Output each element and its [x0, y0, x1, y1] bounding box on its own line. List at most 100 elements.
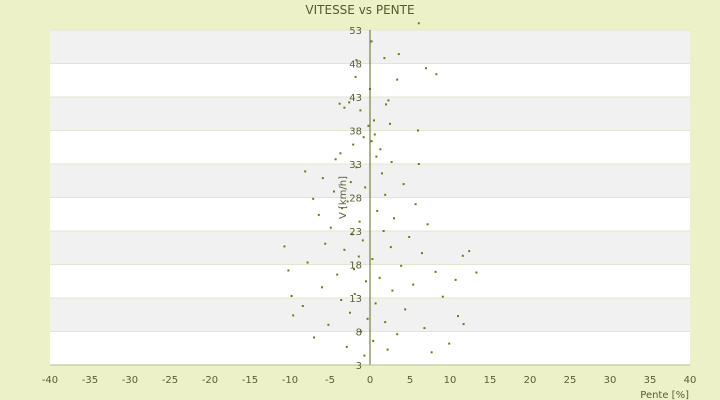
scatter-point [434, 270, 437, 273]
scatter-point [317, 213, 320, 216]
x-tick-label: -35 [82, 375, 98, 386]
scatter-point [441, 295, 444, 298]
scatter-point [414, 203, 417, 206]
scatter-point [412, 283, 415, 286]
scatter-point [353, 268, 355, 271]
x-tick-label: 20 [524, 375, 537, 386]
scatter-point [292, 314, 295, 317]
scatter-point [339, 152, 342, 155]
scatter-point [321, 286, 323, 289]
scatter-point [435, 73, 438, 76]
scatter-point [468, 250, 471, 253]
scatter-points [283, 22, 478, 357]
scatter-point [345, 345, 348, 348]
scatter-point [391, 289, 394, 292]
scatter-point [426, 223, 429, 226]
x-tick-label: 30 [604, 375, 617, 386]
scatter-point [338, 102, 341, 105]
scatter-point [306, 261, 309, 264]
scatter-point [354, 75, 357, 78]
x-tick-label: 15 [484, 375, 497, 386]
scatter-point [397, 53, 400, 56]
scatter-point [387, 99, 390, 102]
x-tick-label: -40 [42, 375, 58, 386]
y-tick-label: 33 [349, 160, 362, 171]
y-tick-label: 53 [349, 26, 362, 37]
scatter-point [351, 233, 354, 236]
x-tick-label: -15 [242, 375, 258, 386]
scatter-point [462, 323, 465, 326]
scatter-point [448, 342, 451, 345]
scatter-point [360, 330, 363, 333]
y-tick-label: 13 [349, 294, 362, 305]
scatter-point [393, 217, 395, 220]
scatter-point [290, 295, 293, 297]
scatter-point [417, 129, 419, 132]
x-tick-label: -10 [282, 375, 298, 386]
scatter-point [379, 148, 382, 151]
y-tick-label: 43 [349, 93, 362, 104]
scatter-point [461, 254, 464, 257]
scatter-point [353, 293, 356, 295]
scatter-point [364, 186, 367, 189]
scatter-point [313, 336, 315, 339]
scatter-point [383, 57, 386, 60]
x-tick-label: -30 [122, 375, 138, 386]
scatter-point [340, 299, 343, 301]
scatter-point [287, 269, 290, 272]
x-tick-label: -5 [325, 375, 335, 386]
scatter-point [321, 177, 324, 180]
scatter-point [457, 315, 459, 318]
x-tick-label: 25 [564, 375, 577, 386]
scatter-point [304, 170, 307, 173]
scatter-point [404, 308, 407, 311]
scatter-point [357, 255, 360, 258]
scatter-point [373, 119, 375, 122]
x-axis-label: Pente [%] [640, 390, 689, 400]
scatter-point [336, 273, 339, 276]
scatter-point [390, 161, 393, 163]
scatter-point [327, 323, 330, 326]
scatter-point [283, 245, 286, 248]
scatter-point [396, 78, 399, 81]
scatter-point [372, 339, 375, 342]
scatter-point [396, 333, 399, 336]
scatter-point [423, 327, 426, 330]
scatter-point [389, 122, 391, 125]
scatter-point [373, 133, 376, 136]
scatter-point [363, 354, 366, 357]
scatter-point [365, 280, 367, 283]
scatter-point [421, 252, 423, 255]
scatter-point [381, 172, 383, 175]
scatter-point [475, 271, 478, 274]
scatter-point [370, 40, 373, 43]
scatter-point [385, 103, 387, 106]
scatter-point [362, 136, 365, 139]
scatter-point [417, 163, 420, 165]
y-tick-label: 18 [349, 261, 362, 272]
x-tick-label: 5 [407, 375, 413, 386]
scatter-point [430, 351, 433, 354]
scatter-point [384, 321, 387, 324]
scatter-point [324, 242, 327, 245]
scatter-point [371, 258, 374, 261]
scatter-point [408, 236, 411, 238]
scatter-point [352, 143, 355, 146]
scatter-point [384, 193, 387, 196]
scatter-point [367, 124, 370, 127]
x-tick-label: 0 [367, 375, 373, 386]
x-tick-label: 40 [684, 375, 697, 386]
scatter-point [375, 155, 378, 158]
scatter-point [370, 140, 373, 143]
scatter-point [348, 101, 351, 104]
scatter-point [355, 166, 358, 169]
scatter-point [343, 248, 346, 251]
chart-title: VITESSE vs PENTE [305, 3, 414, 17]
scatter-point [366, 317, 369, 320]
scatter-point [349, 311, 351, 314]
scatter-point [343, 106, 346, 109]
scatter-point [386, 348, 389, 351]
y-tick-label: 8 [356, 328, 362, 339]
scatter-point [346, 200, 349, 203]
